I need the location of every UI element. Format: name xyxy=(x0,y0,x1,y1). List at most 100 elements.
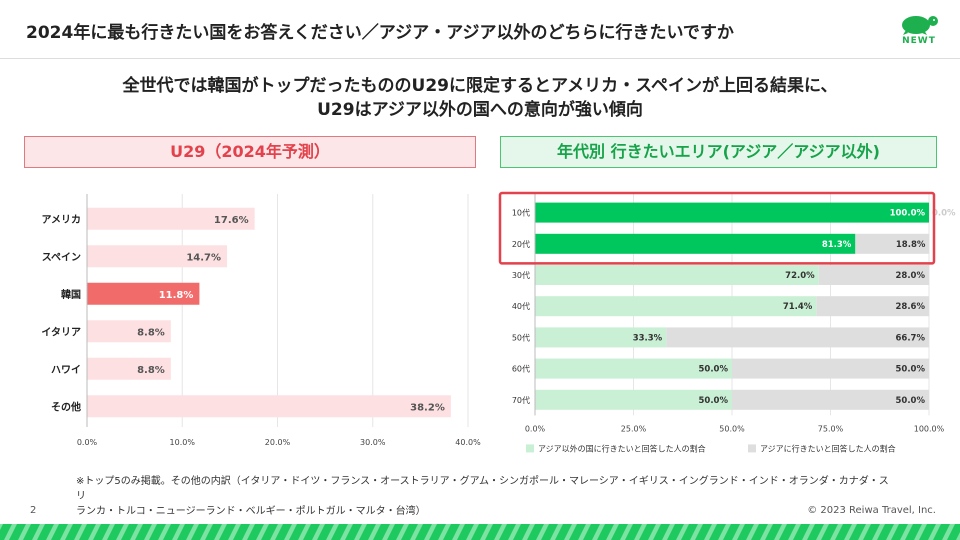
legend-swatch-non-asia xyxy=(526,444,534,453)
band-stripe xyxy=(354,524,367,540)
data-label-asia: 18.8% xyxy=(896,240,926,250)
data-label-non-asia: 33.3% xyxy=(633,333,663,343)
band-stripe xyxy=(340,524,353,540)
x-tick-label: 100.0% xyxy=(914,424,945,433)
data-label: 17.6% xyxy=(214,215,249,226)
bar-segment-asia xyxy=(855,233,930,254)
band-stripe xyxy=(102,524,115,540)
logo-text: NEWT xyxy=(902,36,936,46)
band-stripe xyxy=(186,524,199,540)
band-stripe xyxy=(704,524,717,540)
band-stripe xyxy=(676,524,689,540)
data-label-asia: 28.6% xyxy=(896,302,926,312)
highlight-frame xyxy=(498,191,936,265)
legend-label-asia: アジアに行きたいと回答した人の割合 xyxy=(760,443,896,453)
data-label-asia: 50.0% xyxy=(896,396,926,406)
category-label: 30代 xyxy=(512,270,530,280)
bottom-decoration-band xyxy=(0,524,960,540)
band-stripe xyxy=(578,524,591,540)
band-stripe xyxy=(130,524,143,540)
data-label-asia: 0.0% xyxy=(932,209,956,219)
data-label: 8.8% xyxy=(137,327,165,338)
data-label: 38.2% xyxy=(410,402,445,413)
category-label: 10代 xyxy=(512,208,530,218)
bar xyxy=(87,282,200,305)
band-stripe xyxy=(466,524,479,540)
headline: 全世代では韓国がトップだったもののU29に限定するとアメリカ・スペインが上回る結… xyxy=(0,74,960,122)
band-stripe xyxy=(368,524,381,540)
band-stripe xyxy=(46,524,59,540)
band-stripe xyxy=(802,524,815,540)
band-stripe xyxy=(4,524,17,540)
x-tick-label: 0.0% xyxy=(525,424,546,433)
band-stripe xyxy=(410,524,423,540)
band-stripe xyxy=(592,524,605,540)
data-label-asia: 66.7% xyxy=(896,333,926,343)
u29-bar-chart: 0.0% 10.0% 20.0% 30.0% 40.0% アメリカ 17.6% スペイン 14.… xyxy=(41,194,481,447)
legend-swatch-asia xyxy=(748,444,756,453)
band-stripe xyxy=(494,524,507,540)
category-label: 20代 xyxy=(512,239,530,249)
band-stripe xyxy=(396,524,409,540)
data-label-non-asia: 100.0% xyxy=(890,209,926,219)
bar-segment-non-asia xyxy=(535,296,817,317)
band-stripe xyxy=(648,524,661,540)
band-stripe xyxy=(606,524,619,540)
category-label: スペイン xyxy=(42,251,81,263)
band-stripe xyxy=(200,524,213,540)
bar xyxy=(87,207,255,230)
category-label: 70代 xyxy=(512,395,530,405)
band-stripe xyxy=(550,524,563,540)
footnote: ※トップ5のみ掲載。その他の内訳（イタリア・ドイツ・フランス・オーストラリア・グ… xyxy=(76,474,896,519)
category-label: 50代 xyxy=(512,332,530,342)
bar-segment-non-asia xyxy=(535,202,929,223)
data-label-asia: 50.0% xyxy=(896,365,926,375)
data-label-non-asia: 81.3% xyxy=(822,240,852,250)
bar-segment-asia xyxy=(732,358,929,379)
band-stripe xyxy=(284,524,297,540)
band-stripe xyxy=(312,524,325,540)
band-stripe xyxy=(18,524,31,540)
category-label: イタリア xyxy=(41,326,81,338)
data-label-non-asia: 71.4% xyxy=(783,302,813,312)
band-stripe xyxy=(830,524,843,540)
category-label: その他 xyxy=(51,400,81,413)
band-stripe xyxy=(452,524,465,540)
bar-segment-non-asia xyxy=(535,327,667,348)
turtle-icon xyxy=(902,16,938,35)
band-stripe xyxy=(620,524,633,540)
band-stripe xyxy=(872,524,885,540)
band-stripe xyxy=(844,524,857,540)
band-stripe xyxy=(564,524,577,540)
band-stripe xyxy=(858,524,871,540)
bar-segment-asia xyxy=(666,327,929,348)
band-stripe xyxy=(634,524,647,540)
band-stripe xyxy=(158,524,171,540)
band-stripe xyxy=(508,524,521,540)
band-stripe xyxy=(256,524,269,540)
band-stripe xyxy=(74,524,87,540)
band-stripe xyxy=(116,524,129,540)
band-stripe xyxy=(242,524,255,540)
data-label-non-asia: 50.0% xyxy=(699,365,729,375)
x-tick-label: 75.0% xyxy=(818,424,844,433)
band-stripe xyxy=(886,524,899,540)
band-stripe xyxy=(760,524,773,540)
header-divider xyxy=(0,58,960,59)
footnote-line-2: ランカ・トルコ・ニュージーランド・ベルギー・ポルトガル・マルタ・台湾） xyxy=(76,506,426,517)
band-stripe xyxy=(32,524,45,540)
age-chart-title-box: 年代別 行きたいエリア(アジア／アジア以外) xyxy=(500,136,937,168)
category-label: 韓国 xyxy=(61,288,81,301)
bar-segment-asia xyxy=(818,265,929,285)
data-label: 14.7% xyxy=(186,252,221,263)
copyright: © 2023 Reiwa Travel, Inc. xyxy=(807,505,936,516)
bar-segment-non-asia xyxy=(535,389,732,410)
bar-segment-asia xyxy=(816,296,929,317)
band-stripe xyxy=(88,524,101,540)
bar xyxy=(87,320,171,343)
x-tick-label: 30.0% xyxy=(360,438,386,447)
band-stripe xyxy=(928,524,941,540)
band-stripe xyxy=(424,524,437,540)
band-stripe xyxy=(214,524,227,540)
bar-segment-non-asia xyxy=(535,265,819,285)
